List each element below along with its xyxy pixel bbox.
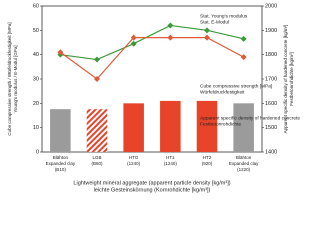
x-tick-label: HTG	[129, 155, 139, 160]
x-tick-label: LGB	[92, 155, 101, 160]
x-tick-label: Blähton	[236, 155, 252, 160]
y-tick-label: 60	[33, 3, 39, 9]
y-tick-label: 40	[33, 52, 39, 58]
x-tick-label: Expanded clay	[229, 161, 259, 166]
y2-axis-label: Apparent specific density of hardened co…	[283, 25, 288, 134]
y2-tick-label: 2000	[265, 3, 277, 9]
y-tick-label: 10	[33, 125, 39, 131]
y2-tick-label: 1900	[265, 28, 277, 34]
marker	[94, 76, 100, 82]
marker	[204, 27, 210, 34]
x-tick-label: (1240)	[164, 161, 178, 166]
x-tick-label: HT1	[166, 155, 175, 160]
marker	[130, 34, 137, 41]
bar	[196, 100, 218, 152]
x-tick-label: (1220)	[237, 167, 251, 172]
marker	[167, 22, 174, 29]
y2-tick-label: 1700	[265, 76, 277, 82]
bar	[50, 109, 71, 152]
x-tick-label: (920)	[202, 161, 213, 166]
x-tick-label: Expanded clay	[46, 161, 76, 166]
series-label: Festbetonrohdichte	[200, 121, 241, 127]
x-axis-label: leichte Gesteinskörnung (Kornrohdichte […	[94, 187, 211, 193]
y2-axis-label: Festbetonrohdichte [kg/m³]	[289, 52, 294, 106]
marker	[167, 34, 174, 41]
bar	[233, 103, 254, 152]
bar	[160, 100, 181, 152]
y2-tick-label: 1500	[265, 125, 277, 131]
series-label: Würfeldruckfestigkeit	[200, 89, 245, 95]
marker	[240, 54, 247, 61]
series-label: Cube compressive strength [MPa]	[200, 83, 272, 89]
series-label: Stat. Young's modulus	[200, 13, 248, 19]
x-axis-label: Lightweight mineral aggregate (apparent …	[73, 180, 230, 186]
x-tick-label: (B60)	[91, 161, 103, 166]
series-label: Apparent specific density of hardened co…	[200, 115, 300, 121]
marker	[240, 35, 247, 42]
marker	[130, 40, 137, 47]
plot-frame	[41, 5, 263, 153]
x-tick-label: (1240)	[127, 161, 141, 166]
x-tick-label: (B10)	[55, 167, 67, 172]
y-tick-label: 0	[36, 149, 39, 155]
bar	[86, 109, 108, 152]
y-tick-label: 50	[33, 28, 39, 34]
y-tick-label: 30	[33, 76, 39, 82]
y-axis-label: Young's modulus / E-Modul [GPa]	[13, 45, 18, 112]
line	[60, 24, 244, 61]
chart: 0 10 20 30 40 50 60 1400 1500 1600 1700 1800 1900 200…	[7, 3, 300, 193]
y2-tick-label: 1600	[265, 101, 277, 107]
marker	[57, 49, 64, 56]
y2-tick-label: 1400	[265, 149, 277, 155]
marker	[94, 56, 100, 63]
x-tick-label: HT2	[203, 155, 212, 160]
line	[59, 37, 244, 80]
y-axis-label: Cube compressive strength / Würfeldruckf…	[7, 22, 12, 135]
series-label: Stat. E-Modul	[200, 19, 229, 25]
y-tick-label: 20	[33, 101, 39, 107]
bar	[123, 103, 144, 152]
y2-tick-label: 1800	[265, 52, 277, 58]
marker	[204, 34, 210, 41]
x-tick-label: Blähton	[53, 155, 69, 160]
